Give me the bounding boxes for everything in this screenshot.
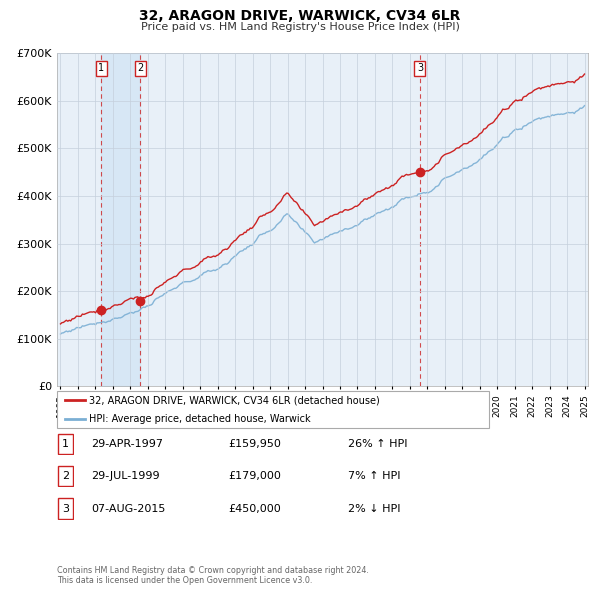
FancyBboxPatch shape xyxy=(58,434,73,454)
Text: 1: 1 xyxy=(62,439,69,448)
Text: 2: 2 xyxy=(137,63,143,73)
Text: 7% ↑ HPI: 7% ↑ HPI xyxy=(348,471,401,481)
Text: 3: 3 xyxy=(417,63,423,73)
Text: HPI: Average price, detached house, Warwick: HPI: Average price, detached house, Warw… xyxy=(89,414,311,424)
Text: 26% ↑ HPI: 26% ↑ HPI xyxy=(348,439,407,448)
FancyBboxPatch shape xyxy=(58,499,73,519)
Text: 3: 3 xyxy=(62,504,69,513)
Text: £179,000: £179,000 xyxy=(228,471,281,481)
Text: £159,950: £159,950 xyxy=(228,439,281,448)
Text: 07-AUG-2015: 07-AUG-2015 xyxy=(91,504,166,513)
FancyBboxPatch shape xyxy=(57,391,489,428)
Text: 32, ARAGON DRIVE, WARWICK, CV34 6LR: 32, ARAGON DRIVE, WARWICK, CV34 6LR xyxy=(139,9,461,23)
FancyBboxPatch shape xyxy=(58,466,73,486)
Text: 2: 2 xyxy=(62,471,69,481)
Text: 32, ARAGON DRIVE, WARWICK, CV34 6LR (detached house): 32, ARAGON DRIVE, WARWICK, CV34 6LR (det… xyxy=(89,395,380,405)
Text: 2% ↓ HPI: 2% ↓ HPI xyxy=(348,504,401,513)
Text: 29-JUL-1999: 29-JUL-1999 xyxy=(91,471,160,481)
Text: Price paid vs. HM Land Registry's House Price Index (HPI): Price paid vs. HM Land Registry's House … xyxy=(140,22,460,32)
Text: 29-APR-1997: 29-APR-1997 xyxy=(91,439,163,448)
Text: £450,000: £450,000 xyxy=(228,504,281,513)
Text: Contains HM Land Registry data © Crown copyright and database right 2024.
This d: Contains HM Land Registry data © Crown c… xyxy=(57,566,369,585)
Text: 1: 1 xyxy=(98,63,104,73)
